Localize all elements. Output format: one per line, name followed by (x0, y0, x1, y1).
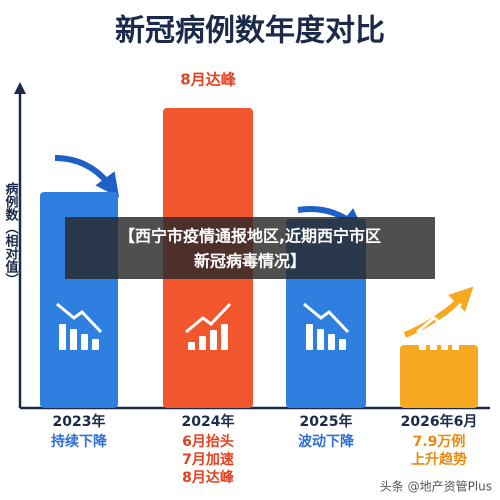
x-sub-label: 7月加速 (182, 451, 234, 468)
bar-icon (56, 302, 103, 350)
icon-bar (70, 329, 77, 350)
icon-bar (317, 329, 324, 350)
icon-arrow (185, 302, 232, 334)
y-axis-arrow (14, 82, 26, 94)
icon-bar (441, 330, 448, 350)
x-sub-label: 6月抬头 (182, 433, 234, 450)
overlay-text: 新冠病毒情况】 (194, 252, 306, 271)
x-sub-label: 持续下降 (51, 433, 108, 450)
icon-bar (419, 342, 426, 350)
overlay-banner (65, 217, 435, 279)
y-axis-label: 病例数（相对值） (3, 181, 20, 286)
icon-arrow (56, 302, 103, 334)
icon-bar (188, 342, 195, 350)
icon-bar (306, 324, 313, 350)
chart-title: 新冠病例数年度对比 (115, 14, 385, 49)
x-tick-label: 2023年 (53, 413, 106, 430)
icon-bar (339, 339, 346, 350)
icon-bar (328, 334, 335, 350)
icon-arrow (416, 302, 463, 334)
x-sub-label: 波动下降 (298, 433, 355, 450)
bar-icon (416, 302, 463, 350)
icon-bar (92, 339, 99, 350)
x-tick-label: 2024年 (182, 413, 235, 430)
x-tick-label: 2026年6月 (401, 413, 478, 430)
overlay-text: 【西宁市疫情通报地区,近期西宁市区 (119, 227, 381, 246)
bar-icon (303, 302, 350, 350)
icon-bar (59, 324, 66, 350)
trend-arrow (54, 155, 120, 198)
watermark: 头条 @地产资管Plus (380, 479, 492, 494)
x-sub-label: 上升趋势 (411, 451, 467, 468)
x-tick-label: 2025年 (300, 413, 353, 430)
icon-bar (81, 334, 88, 350)
bar (400, 345, 478, 408)
icon-bar (452, 324, 459, 350)
icon-arrow (303, 302, 350, 334)
icon-bar (221, 324, 228, 350)
icon-bar (430, 336, 437, 350)
trend-arrow (403, 286, 474, 338)
annotation: 8月达峰 (180, 71, 236, 89)
bar-icon (185, 302, 232, 350)
icon-bar (210, 330, 217, 350)
x-sub-label: 8月达峰 (182, 469, 235, 486)
icon-bar (199, 336, 206, 350)
x-sub-label: 7.9万例 (413, 433, 466, 450)
